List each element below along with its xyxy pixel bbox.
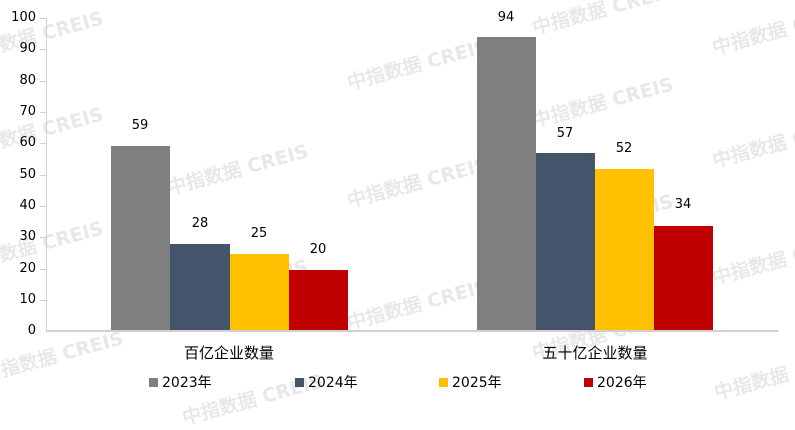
y-tick-label: 20 [19,261,36,276]
bar-2023-50yi [477,37,536,331]
legend: 2023年 2024年 2025年 2026年 [0,372,795,394]
watermark: 中指数据 CREIS [710,0,795,60]
legend-swatch-icon [295,377,304,387]
y-tick [40,81,46,82]
y-tick-label: 0 [27,323,36,338]
y-tick-label: 10 [19,292,36,307]
bar-value-label: 34 [674,197,692,212]
y-tick [40,269,46,270]
legend-swatch-icon [149,377,158,387]
y-tick [40,300,46,301]
y-tick-label: 40 [19,198,36,213]
y-tick [40,206,46,207]
bar-2025-100yi [230,254,289,331]
legend-swatch-icon [584,377,593,387]
y-tick [40,112,46,113]
bar-value-label: 20 [309,242,327,257]
category-label-50yi: 五十亿企业数量 [542,344,648,362]
watermark: 中指数据 CREIS [710,113,795,173]
bar-2023-100yi [111,146,170,331]
y-tick-label: 30 [19,229,36,244]
y-tick [40,237,46,238]
bar-value-label: 94 [497,10,515,25]
legend-label: 2025年 [452,375,502,391]
bar-value-label: 57 [556,126,574,141]
bar-value-label: 52 [615,141,633,156]
bar-2025-50yi [595,169,654,331]
bar-value-label: 28 [191,216,209,231]
y-tick [40,143,46,144]
y-tick-label: 50 [19,167,36,182]
watermark: 中指数据 CREIS [710,230,795,290]
x-axis [46,330,778,332]
legend-item-2024: 2024年 [295,372,358,392]
bar-value-label: 25 [250,226,268,241]
y-tick [40,175,46,176]
y-axis [46,18,47,331]
legend-label: 2026年 [597,375,647,391]
watermark: 中指数据 CREIS [345,153,491,213]
watermark: 中指数据 CREIS [345,275,491,335]
bar-value-label: 59 [131,118,149,133]
y-tick [40,49,46,50]
y-tick-label: 60 [19,135,36,150]
y-tick-label: 100 [11,10,36,25]
y-tick-label: 70 [19,104,36,119]
watermark: 中指数据 CREIS [530,0,676,40]
legend-item-2023: 2023年 [149,372,212,392]
bar-2026-50yi [654,226,713,331]
y-tick-label: 90 [19,41,36,56]
legend-item-2025: 2025年 [439,372,502,392]
watermark: 中指数据 CREIS [165,140,311,200]
bar-2024-50yi [536,153,595,331]
legend-label: 2024年 [308,375,358,391]
y-tick [40,18,46,19]
watermark: 中指数据 CREIS [345,35,491,95]
y-tick-label: 80 [19,73,36,88]
bar-2026-100yi [289,270,348,331]
bar-2024-100yi [170,244,230,331]
watermark: 中指数据 CREIS [530,73,676,133]
category-label-100yi: 百亿企业数量 [183,344,274,362]
legend-label: 2023年 [162,375,212,391]
legend-swatch-icon [439,377,448,387]
legend-item-2026: 2026年 [584,372,647,392]
